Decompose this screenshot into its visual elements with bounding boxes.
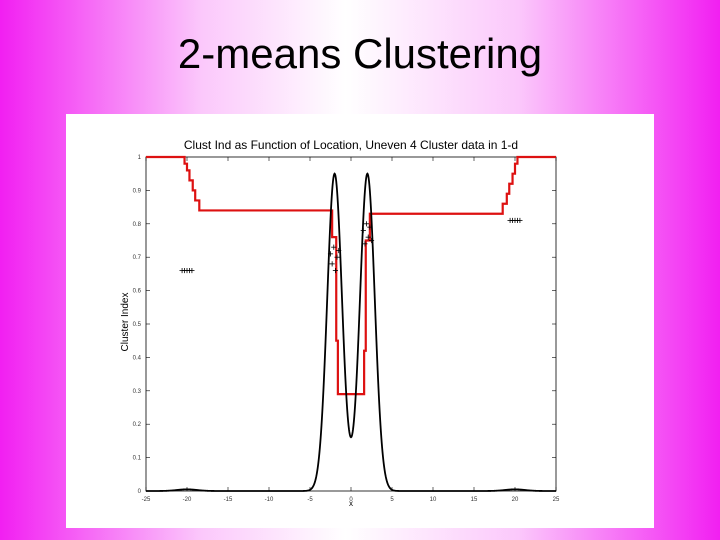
- data-point-marker: [329, 261, 335, 267]
- data-point-marker: [363, 221, 370, 227]
- series-line-density: [146, 172, 556, 492]
- y-tick-label: 0.4: [133, 355, 142, 361]
- y-tick-label: 0.8: [133, 222, 142, 228]
- x-tick-label: 15: [471, 497, 478, 503]
- plot-frame: [145, 156, 557, 492]
- data-point-marker: [367, 224, 373, 230]
- slide-title: 2-means Clustering: [177, 30, 543, 77]
- data-point-marker: [360, 227, 366, 234]
- x-axis-label: x: [349, 499, 353, 508]
- x-tick-label: -20: [183, 497, 192, 503]
- axes-group: -25 -20 -15 -10 -5 0 5 10 15 20 25 0 0.1 0.2 0.3 0.4 0.5…: [133, 155, 560, 503]
- data-point-marker: [368, 237, 375, 244]
- x-tick-label: 0: [349, 497, 353, 503]
- y-tick-label: 0.3: [133, 389, 142, 395]
- x-tick-label: 20: [512, 497, 519, 503]
- chart-svg: Clust Ind as Function of Location, Uneve…: [120, 138, 560, 508]
- data-point-marker: [334, 254, 340, 260]
- data-point-marker: [365, 234, 371, 240]
- data-point-marker: [189, 267, 195, 274]
- y-tick-label: 0: [138, 489, 142, 495]
- x-tick-label: 5: [390, 497, 394, 503]
- x-tick-label: -5: [307, 497, 313, 503]
- y-axis-label: Cluster Index: [120, 293, 131, 352]
- figure-panel: Clust Ind as Function of Location, Uneve…: [66, 114, 654, 528]
- data-point-marker: [331, 244, 337, 250]
- x-tick-label: -10: [265, 497, 274, 503]
- y-tick-label: 1: [138, 155, 142, 161]
- data-point-marker: [327, 251, 334, 257]
- series-line-cluster-index: [146, 155, 556, 396]
- y-tick-label: 0.5: [133, 322, 142, 328]
- y-tick-label: 0.7: [133, 255, 142, 261]
- x-tick-label: -25: [142, 497, 151, 503]
- chart-title: Clust Ind as Function of Location, Uneve…: [184, 138, 518, 152]
- data-point-marker: [517, 217, 523, 224]
- data-point-marker: [362, 241, 368, 247]
- y-tick-label: 0.1: [133, 456, 142, 462]
- x-tick-label: -15: [224, 497, 233, 503]
- data-point-marker: [336, 247, 342, 254]
- data-point-marker: [332, 267, 339, 274]
- y-tick-label: 0.2: [133, 422, 142, 428]
- y-tick-label: 0.6: [133, 289, 142, 295]
- x-tick-label: 25: [553, 497, 560, 503]
- marks-group: [146, 155, 556, 492]
- y-tick-label: 0.9: [133, 188, 142, 194]
- x-tick-label: 10: [430, 497, 437, 503]
